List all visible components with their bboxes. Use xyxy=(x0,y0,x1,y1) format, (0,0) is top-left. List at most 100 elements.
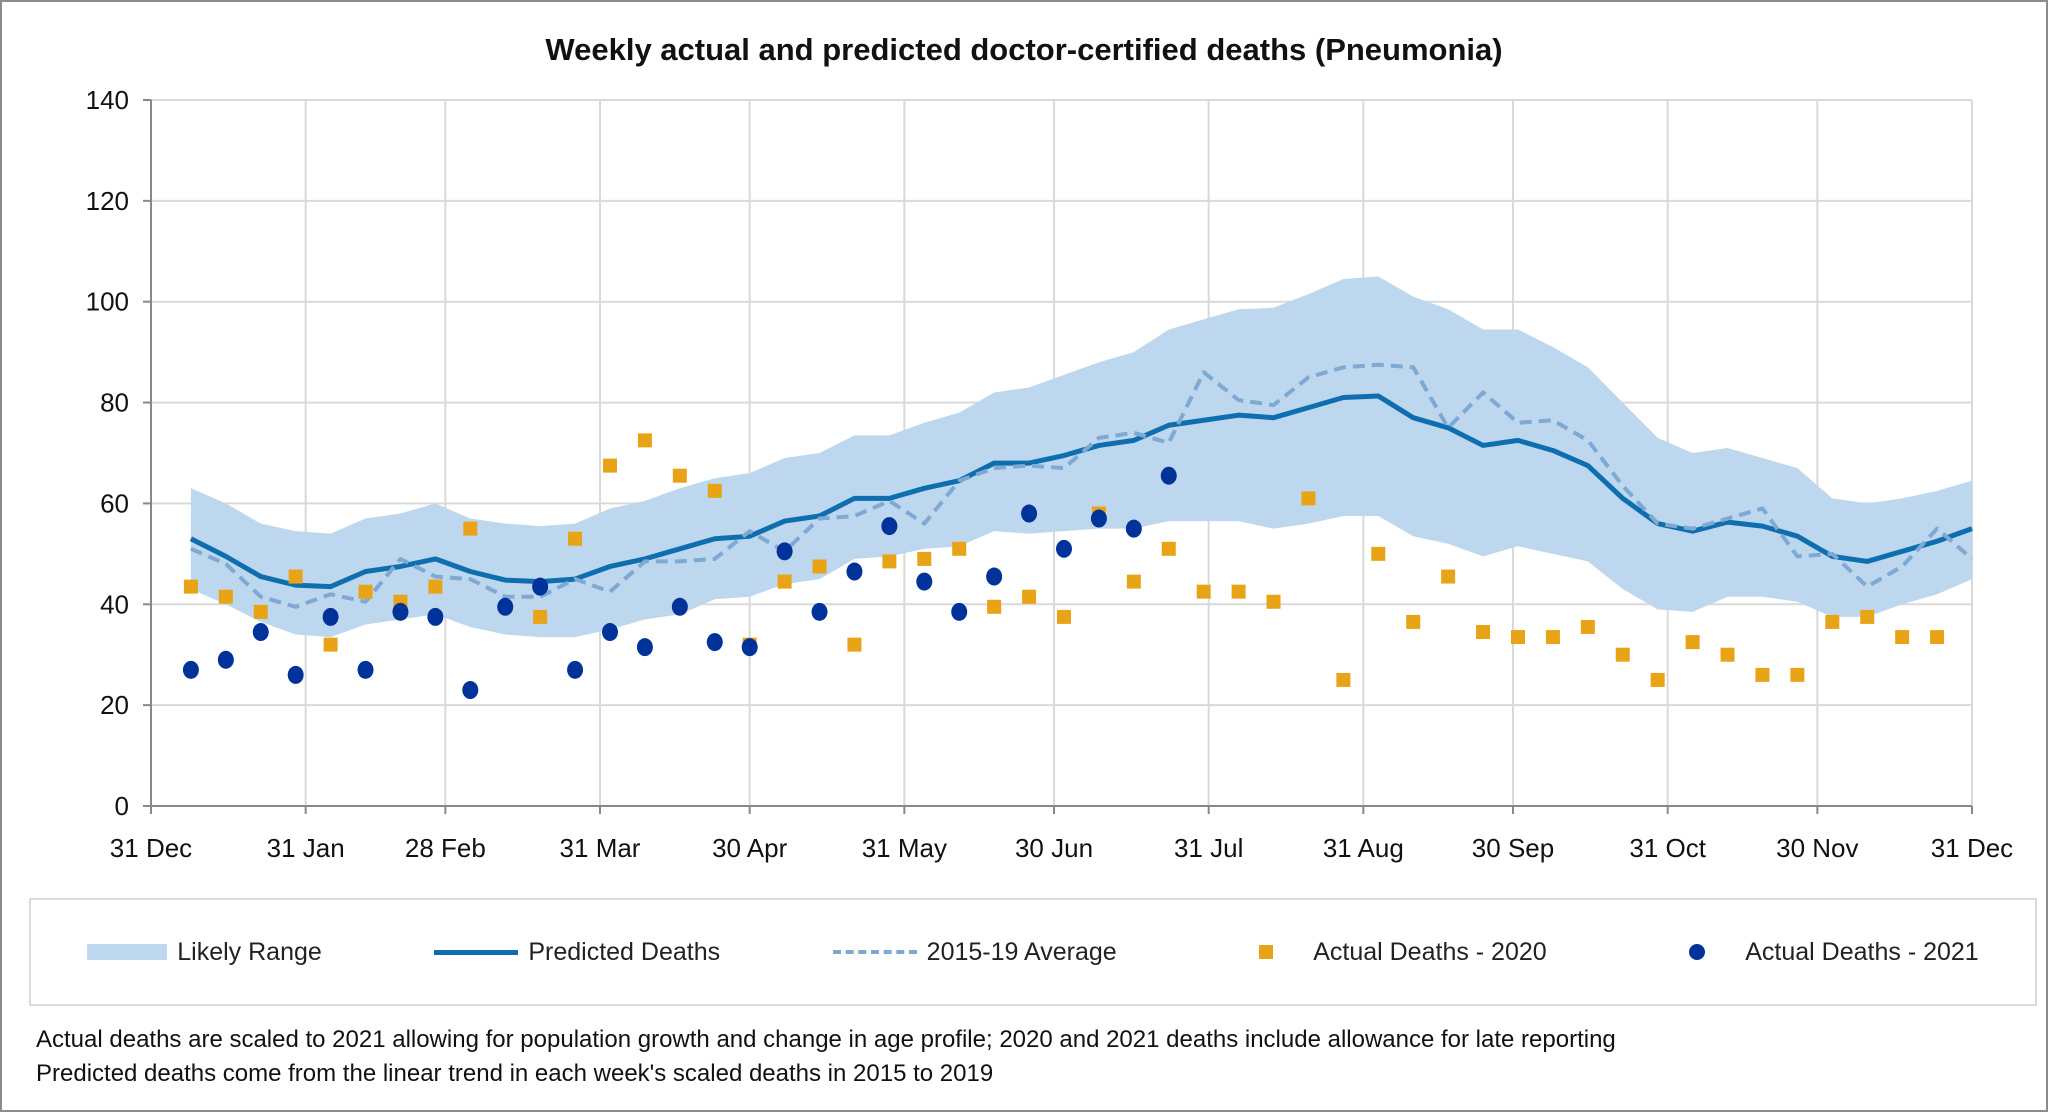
legend-label: Likely Range xyxy=(177,937,322,966)
average-2015-19-line xyxy=(190,362,1974,609)
x-tick-label: 31 Oct xyxy=(1629,833,1706,863)
actual-2020-point xyxy=(1196,584,1211,599)
x-tick-label: 31 Dec xyxy=(1931,833,2013,863)
actual-2020-point xyxy=(882,554,897,569)
actual-2020-point xyxy=(1790,667,1805,682)
dashed-swatch xyxy=(832,950,917,954)
actual-2020-point xyxy=(1580,619,1595,634)
footnote-2: Predicted deaths come from the linear tr… xyxy=(36,1060,994,1087)
x-tick-label: 31 May xyxy=(862,833,947,863)
actual-2020-point xyxy=(323,637,338,652)
band-swatch xyxy=(87,944,168,960)
likely-range-band xyxy=(190,276,1972,638)
actual-2021-point xyxy=(287,665,304,684)
y-tick-label: 20 xyxy=(100,690,129,720)
actual-2020-point xyxy=(1371,546,1386,561)
actual-2020-point xyxy=(1022,589,1037,604)
actual-2020-point xyxy=(987,599,1002,614)
actual-2020-point xyxy=(1930,630,1945,645)
actual-2020-point xyxy=(1860,609,1875,624)
actual-2020-point xyxy=(1336,672,1351,687)
actual-2020-point xyxy=(1510,630,1525,645)
y-tick-label: 80 xyxy=(100,388,129,418)
actual-2020-point xyxy=(812,559,827,574)
actual-2021-point xyxy=(671,597,688,616)
x-tick-label: 31 Aug xyxy=(1323,833,1404,863)
actual-2021-point xyxy=(1160,466,1177,485)
x-tick-label: 30 Apr xyxy=(712,833,788,863)
actual-2020-point xyxy=(952,541,967,556)
actual-2021-point xyxy=(636,638,653,657)
actual-2020-point xyxy=(533,609,548,624)
actual-2021-point xyxy=(182,660,199,679)
legend-likely-range: Likely Range xyxy=(87,938,322,967)
actual-2020-point xyxy=(1441,569,1456,584)
square-swatch xyxy=(1259,945,1274,959)
actual-2020-point xyxy=(1545,630,1560,645)
actual-2021-point xyxy=(1125,519,1142,538)
x-tick-label: 30 Nov xyxy=(1776,833,1858,863)
y-tick-label: 100 xyxy=(86,287,129,317)
actual-2020-point xyxy=(1720,647,1735,662)
actual-2021-point xyxy=(951,602,968,621)
legend: Likely Range Predicted Deaths 2015-19 Av… xyxy=(29,898,2037,1006)
x-tick-label: 30 Jun xyxy=(1015,833,1093,863)
legend-label: 2015-19 Average xyxy=(926,937,1117,966)
actual-2021-point xyxy=(986,567,1003,586)
actual-2021-point xyxy=(217,650,234,669)
legend-label: Actual Deaths - 2021 xyxy=(1745,937,1979,966)
x-tick-label: 30 Sep xyxy=(1472,833,1554,863)
actual-2020-point xyxy=(1406,614,1421,629)
y-tick-label: 60 xyxy=(100,488,129,518)
actual-2020-point xyxy=(602,458,617,473)
actual-2020-point xyxy=(707,483,722,498)
actual-2020-point xyxy=(1476,625,1491,640)
x-tick-label: 28 Feb xyxy=(405,833,486,863)
actual-2021-point xyxy=(252,623,269,642)
actual-2020-point xyxy=(428,579,443,594)
legend-predicted: Predicted Deaths xyxy=(434,938,720,967)
actual-2020-point xyxy=(1266,594,1281,609)
actual-2021-point xyxy=(567,660,584,679)
actual-2020-point xyxy=(1161,541,1176,556)
actual-2020-point xyxy=(1056,609,1071,624)
actual-2021-point xyxy=(776,542,793,561)
footnote-1: Actual deaths are scaled to 2021 allowin… xyxy=(36,1026,1616,1053)
actual-2020-point xyxy=(1685,635,1700,650)
y-tick-label: 0 xyxy=(115,791,129,821)
actual-2021-point xyxy=(427,607,444,626)
y-tick-label: 120 xyxy=(86,186,129,216)
actual-2020-point xyxy=(358,584,373,599)
actual-2021-point xyxy=(811,602,828,621)
actual-2020-point xyxy=(847,637,862,652)
actual-2020-point xyxy=(253,604,268,619)
legend-average: 2015-19 Average xyxy=(832,937,1117,967)
x-tick-label: 31 Jul xyxy=(1174,833,1243,863)
y-tick-label: 40 xyxy=(100,589,129,619)
actual-2021-point xyxy=(532,577,549,596)
actual-2020-point xyxy=(1650,672,1665,687)
circle-swatch xyxy=(1689,944,1706,960)
actual-2021-point xyxy=(322,607,339,626)
actual-2020-point xyxy=(1825,614,1840,629)
actual-2020-point xyxy=(1231,584,1246,599)
actual-2021-point xyxy=(741,638,758,657)
chart-title: Weekly actual and predicted doctor-certi… xyxy=(545,32,1502,67)
actual-2021-point xyxy=(392,602,409,621)
actual-2021-point xyxy=(881,517,898,536)
actual-2020-point xyxy=(1301,491,1316,506)
legend-label: Predicted Deaths xyxy=(528,937,721,966)
actual-2020-point xyxy=(183,579,198,594)
actual-2021-point xyxy=(1021,504,1038,523)
legend-actual-2020: Actual Deaths - 2020 xyxy=(1229,937,1547,967)
x-tick-label: 31 Dec xyxy=(110,833,192,863)
actual-2021-point xyxy=(601,623,618,642)
actual-2020-point xyxy=(218,589,233,604)
actual-2021-point xyxy=(1090,509,1107,528)
actual-2020-point xyxy=(463,521,478,536)
actual-2021-point xyxy=(462,681,479,700)
actual-2021-point xyxy=(497,597,514,616)
actual-2020-point xyxy=(777,574,792,589)
legend-label: Actual Deaths - 2020 xyxy=(1313,937,1547,966)
